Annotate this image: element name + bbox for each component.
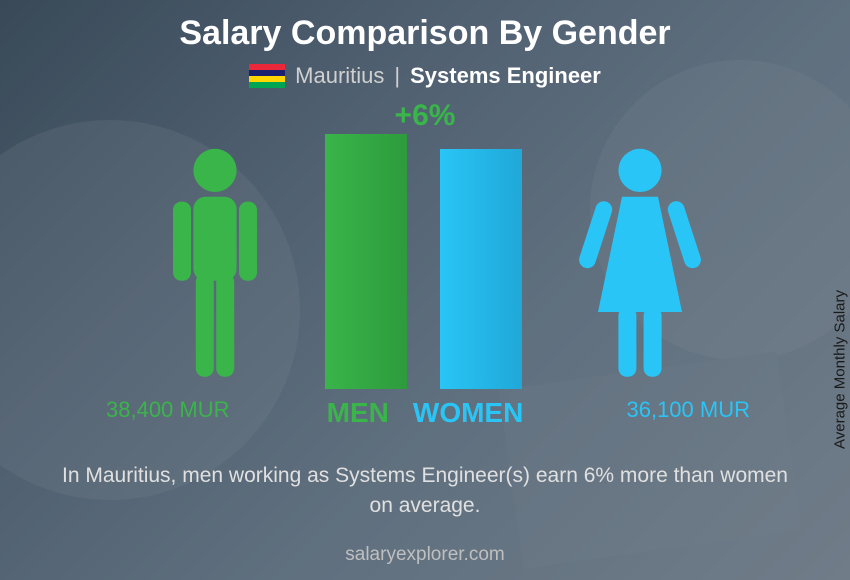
male-icon: [145, 144, 285, 389]
page-title: Salary Comparison By Gender: [0, 0, 850, 53]
subtitle-row: Mauritius | Systems Engineer: [0, 53, 850, 89]
job-title-label: Systems Engineer: [410, 63, 601, 89]
source-attribution: salaryexplorer.com: [0, 544, 850, 566]
country-label: Mauritius: [295, 63, 384, 89]
mauritius-flag-icon: [249, 64, 285, 88]
men-label: MEN: [327, 397, 389, 429]
summary-text: In Mauritius, men working as Systems Eng…: [0, 461, 850, 520]
subtitle-divider: |: [394, 63, 400, 89]
men-salary-bar: [325, 134, 407, 389]
female-icon: [565, 144, 715, 389]
gender-labels-row: MEN WOMEN: [0, 397, 850, 429]
women-label: WOMEN: [413, 397, 523, 429]
women-salary-bar: [440, 149, 522, 389]
gender-salary-chart: +6%: [0, 99, 850, 429]
y-axis-label: Average Monthly Salary: [832, 290, 849, 449]
percent-difference-label: +6%: [395, 99, 456, 133]
